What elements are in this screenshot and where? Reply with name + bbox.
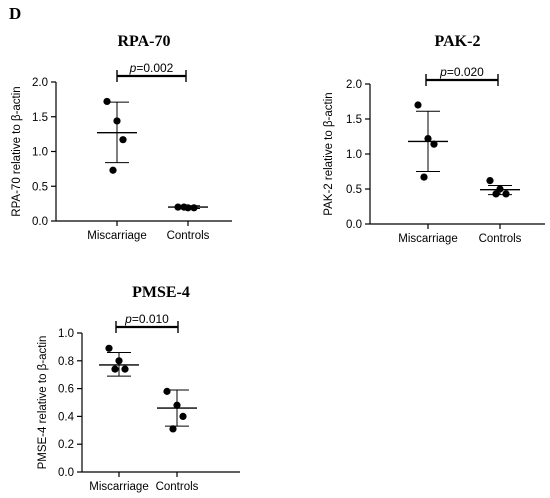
p-value-symbol: p [129,61,137,75]
y-tick-label: 1.0 [346,149,362,161]
data-point [502,190,510,198]
data-point [424,135,432,143]
y-axis-label: RPA-70 relative to β-actin [11,86,23,216]
data-point [113,117,121,125]
data-point [103,97,111,106]
chart-title: PMSE-4 [132,284,190,301]
x-tick-label: Controls [479,233,522,245]
x-tick-label: Controls [167,230,210,242]
data-point [174,203,182,211]
p-value-text: =0.020 [447,65,484,79]
data-point [430,140,438,148]
y-tick-label: 2.0 [346,79,362,91]
data-point [496,185,504,193]
p-value-text: =0.002 [136,61,173,75]
panel-label: D [9,4,22,23]
data-point [105,344,113,352]
p-value-symbol: p [124,312,132,326]
data-point [173,401,181,409]
data-point [163,387,171,395]
y-tick-label: 1.5 [32,112,48,124]
data-point [190,204,198,212]
x-tick-label: Miscarriage [398,233,457,245]
y-tick-label: 0.0 [32,216,48,228]
y-axis-label: PAK-2 relative to β-actin [323,92,335,215]
y-tick-label: 2.0 [32,77,48,89]
p-value-text: =0.010 [132,312,169,326]
data-point [486,177,494,185]
data-point [109,166,117,174]
p-value-symbol: p [439,65,447,79]
y-tick-label: 0.5 [32,181,48,193]
y-axis-label: PMSE-4 relative to β-actin [37,336,49,470]
data-point [414,101,422,109]
data-point [119,136,127,144]
data-point [179,412,187,420]
x-tick-label: Miscarriage [89,481,148,493]
x-tick-label: Miscarriage [87,230,146,242]
data-point [180,203,188,211]
y-tick-label: 0.8 [58,356,74,368]
p-value-annotation: p=0.010 [124,312,169,326]
y-tick-label: 0.0 [346,219,362,231]
y-tick-label: 0.4 [58,411,75,423]
y-tick-label: 0.2 [58,439,74,451]
data-point [420,173,428,181]
y-tick-label: 0.5 [346,184,362,196]
data-point [121,365,129,373]
p-value-annotation: p=0.020 [439,65,484,79]
data-point [169,425,177,433]
chart-title: RPA-70 [117,33,170,50]
data-point [492,190,500,198]
chart-title: PAK-2 [435,33,481,50]
data-point [111,365,119,373]
p-value-annotation: p=0.002 [129,61,174,75]
y-tick-label: 1.5 [346,114,362,126]
y-tick-label: 1.0 [58,328,74,340]
data-point [115,357,123,365]
y-tick-label: 0.0 [58,467,74,479]
y-tick-label: 0.6 [58,384,74,396]
y-tick-label: 1.0 [32,147,48,159]
x-tick-label: Controls [156,481,199,493]
